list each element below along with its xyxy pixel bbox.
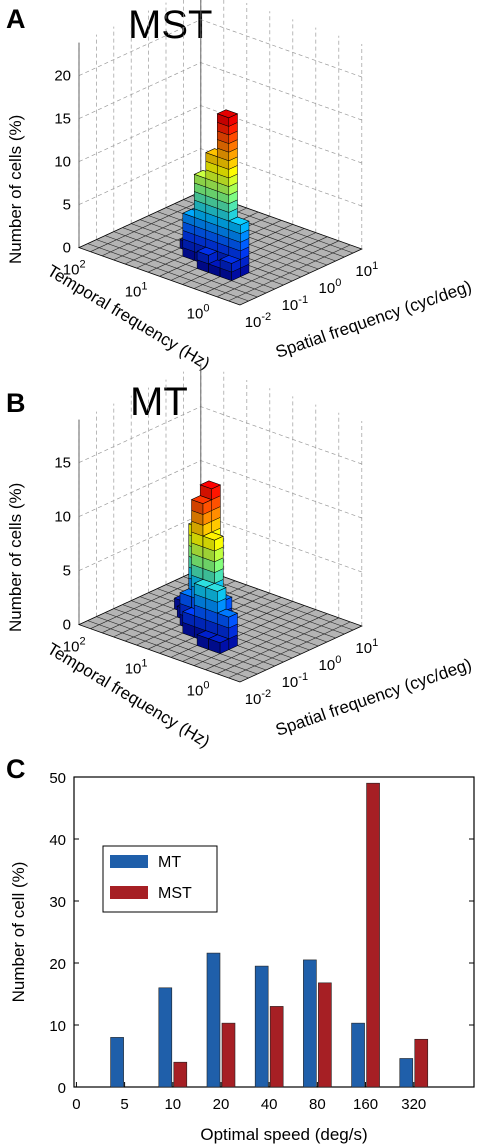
x-tick-label: 10	[164, 1096, 181, 1113]
panel-a-3d-histogram: A MST 0 5 10 15 20 102 101 100 10-2 10-1 100 101 Nu…	[6, 0, 474, 373]
wall-gridline	[78, 406, 362, 465]
z-tick-label: 15	[54, 455, 71, 472]
temporal-tick-label: 102	[63, 636, 86, 656]
spatial-tick-label: 10-2	[245, 311, 271, 331]
y-tick-label: 50	[49, 770, 66, 787]
bar-mt-160	[351, 1022, 365, 1088]
bar-top	[216, 109, 239, 119]
bar-mt-320	[399, 1058, 414, 1088]
bar-top	[190, 495, 213, 505]
bar-top	[228, 216, 250, 226]
bar-top	[205, 583, 227, 592]
bar-mt-10	[158, 987, 173, 1088]
wall-gridline	[78, 19, 362, 78]
bar-top	[219, 255, 242, 264]
bar-mst-40	[269, 1006, 284, 1088]
panel-c-bar-chart: C 0 10 20 30 40 50 0 5 10 20 40 80 160 320 Number of…	[6, 754, 475, 1144]
temporal-tick-label: 101	[125, 658, 148, 678]
panel-b-3d-histogram: B MT 0 5 10 15 102 101 100 10-2 10-1 100 101 Numbe…	[6, 363, 474, 751]
histogram-bar	[219, 255, 242, 282]
bar-top	[199, 480, 222, 490]
bar-top	[196, 246, 219, 256]
panel-c-letter: C	[6, 754, 26, 784]
spatial-tick-label: 10-1	[282, 671, 308, 691]
temporal-tick-label: 101	[125, 281, 148, 301]
x-tick-label: 0	[72, 1096, 80, 1113]
x-tick-label: 320	[401, 1096, 426, 1113]
panel-b-spatial-axis-label: Spatial frequency (cyc/deg)	[273, 655, 474, 740]
z-tick-label: 0	[63, 617, 71, 634]
panel-a-title: MST	[128, 3, 212, 47]
z-tick-label: 5	[63, 563, 71, 580]
panel-a-letter: A	[6, 4, 26, 34]
bar-mst-80	[318, 982, 332, 1088]
panel-c-x-axis-label: Optimal speed (deg/s)	[200, 1125, 367, 1144]
spatial-tick-label: 100	[319, 277, 342, 297]
bar-mt-40	[254, 965, 269, 1088]
bar-mst-20	[221, 1022, 236, 1088]
panel-c-x-ticks: 0 5 10 20 40 80 160 320	[72, 1082, 426, 1113]
y-tick-label: 20	[49, 956, 66, 973]
x-tick-label: 5	[120, 1096, 128, 1113]
panel-b-bars	[173, 480, 239, 654]
panel-a-tick-labels: 0 5 10 15 20 102 101 100 10-2 10-1 100 101	[54, 68, 378, 331]
spatial-tick-label: 10-1	[282, 294, 308, 314]
histogram-bar	[207, 634, 230, 654]
bar-top	[207, 634, 230, 644]
z-tick-label: 0	[63, 240, 71, 257]
panel-c-legend: MT MST	[102, 845, 218, 913]
z-tick-label: 10	[54, 509, 71, 526]
floor-gridline	[90, 195, 213, 252]
z-tick-label: 5	[63, 197, 71, 214]
y-tick-label: 40	[49, 832, 66, 849]
y-tick-label: 10	[49, 1018, 66, 1035]
panel-b-title: MT	[130, 380, 188, 424]
temporal-tick-label: 102	[63, 259, 86, 279]
z-tick-label: 20	[54, 68, 71, 85]
panel-b-z-axis-label: Number of cells (%)	[6, 483, 25, 632]
x-tick-label: 160	[353, 1096, 378, 1113]
panel-a-z-axis-label: Number of cells (%)	[6, 115, 25, 264]
panel-c-bars	[110, 782, 429, 1088]
bar-mt-80	[303, 959, 317, 1088]
y-tick-label: 30	[49, 894, 66, 911]
bar-mst-10	[173, 1061, 188, 1088]
panel-a-spatial-axis-label: Spatial frequency (cyc/deg)	[273, 277, 474, 362]
legend-swatch-mst	[110, 886, 148, 899]
x-tick-label: 40	[261, 1096, 278, 1113]
spatial-tick-label: 101	[355, 260, 378, 280]
bar-mst-160	[366, 782, 380, 1088]
bar-mst-320	[414, 1038, 429, 1088]
spatial-tick-label: 100	[319, 654, 342, 674]
panel-c-y-ticks: 0 10 20 30 40 50	[49, 770, 474, 1097]
panel-c-y-axis-label: Number of cell (%)	[9, 862, 28, 1003]
z-tick-label: 15	[54, 111, 71, 128]
panel-b-letter: B	[6, 388, 26, 418]
bar-mt-5	[110, 1037, 124, 1088]
wall-gridline	[78, 62, 362, 121]
bar-top	[216, 608, 239, 618]
y-tick-label: 0	[58, 1080, 66, 1097]
x-tick-label: 80	[309, 1096, 326, 1113]
temporal-tick-label: 100	[187, 303, 210, 323]
panel-a-bars	[179, 109, 250, 282]
panel-b-tick-labels: 0 5 10 15 102 101 100 10-2 10-1 100 101	[54, 455, 378, 708]
spatial-tick-label: 101	[355, 637, 378, 657]
legend-swatch-mt	[110, 855, 148, 868]
spatial-tick-label: 10-2	[245, 688, 271, 708]
temporal-tick-label: 100	[187, 680, 210, 700]
z-tick-label: 10	[54, 154, 71, 171]
x-tick-label: 20	[213, 1096, 230, 1113]
bar-top	[202, 531, 224, 541]
bar-mt-20	[206, 952, 221, 1088]
legend-label-mst: MST	[158, 885, 192, 902]
legend-label-mt: MT	[158, 854, 181, 871]
